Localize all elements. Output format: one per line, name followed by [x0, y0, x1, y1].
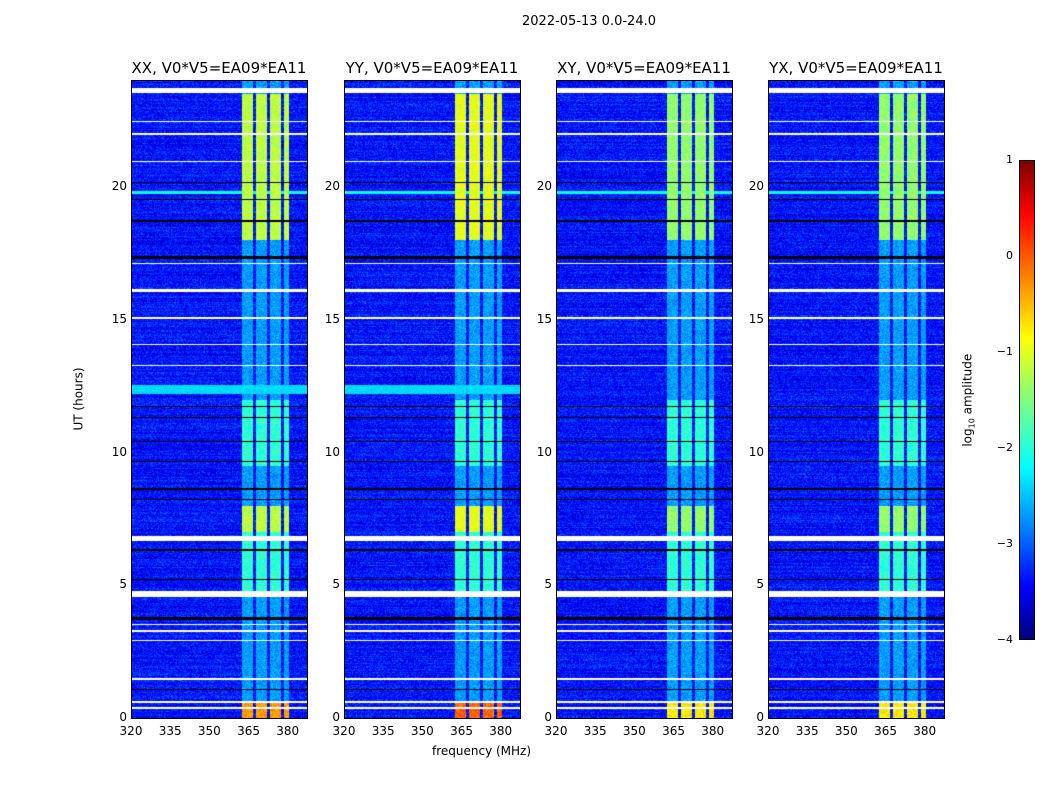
panel-title: XY, V0*V5=EA09*EA11 — [557, 59, 731, 77]
colorbar-tick-label: −2 — [996, 441, 1013, 454]
y-tick-label: 15 — [748, 311, 764, 326]
x-tick-label: 365 — [662, 724, 685, 738]
panel-title: YX, V0*V5=EA09*EA11 — [769, 59, 943, 77]
figure-title: 2022-05-13 0.0-24.0 — [522, 14, 656, 29]
y-tick-label: 15 — [324, 311, 340, 326]
waterfall-panel — [344, 80, 521, 719]
colorbar-tick-label: −4 — [996, 633, 1013, 646]
x-tick-label: 380 — [489, 724, 513, 738]
x-tick-label: 365 — [450, 724, 473, 738]
x-axis-label: frequency (MHz) — [432, 744, 532, 758]
heatmap-image — [345, 81, 520, 718]
y-tick-label: 10 — [536, 444, 552, 459]
colorbar-tick-label: −3 — [996, 537, 1013, 550]
y-tick-label: 5 — [119, 577, 127, 592]
x-tick-label: 335 — [158, 724, 182, 738]
x-tick-label: 365 — [237, 724, 260, 738]
y-tick-label: 0 — [332, 710, 340, 724]
y-axis-label: UT (hours) — [71, 367, 86, 431]
x-tick-label: 365 — [874, 724, 897, 738]
y-tick-label: 15 — [111, 311, 127, 326]
heatmap-image — [132, 81, 307, 718]
x-tick-label: 380 — [913, 724, 937, 738]
x-tick-label: 350 — [622, 724, 646, 738]
y-tick-label: 5 — [332, 577, 340, 592]
y-tick-label: 0 — [544, 710, 552, 724]
heatmap-image — [557, 81, 732, 718]
y-tick-label: 0 — [119, 710, 127, 724]
y-tick-label: 10 — [111, 444, 127, 459]
colorbar-label: log10 amplitude — [960, 353, 977, 447]
y-tick-label: 10 — [748, 444, 764, 459]
y-tick-label: 10 — [324, 444, 340, 459]
x-tick-label: 320 — [544, 724, 568, 738]
waterfall-panel — [131, 80, 308, 719]
panel-title: YY, V0*V5=EA09*EA11 — [345, 59, 519, 77]
x-tick-label: 335 — [583, 724, 607, 738]
y-tick-label: 5 — [756, 577, 764, 592]
colorbar-tick-label: 1 — [1006, 153, 1013, 166]
panel-title: XX, V0*V5=EA09*EA11 — [131, 59, 307, 77]
y-tick-label: 20 — [536, 179, 552, 194]
heatmap-image — [769, 81, 944, 718]
y-tick-label: 20 — [748, 179, 764, 194]
x-tick-label: 350 — [834, 724, 858, 738]
colorbar — [1019, 160, 1035, 640]
x-tick-label: 380 — [276, 724, 300, 738]
y-tick-label: 0 — [756, 710, 764, 724]
y-tick-label: 20 — [324, 179, 340, 194]
y-tick-label: 15 — [536, 311, 552, 326]
y-tick-label: 5 — [544, 577, 552, 592]
x-tick-label: 380 — [701, 724, 725, 738]
colorbar-tick-label: −1 — [996, 345, 1013, 358]
x-tick-label: 335 — [371, 724, 395, 738]
x-tick-label: 335 — [795, 724, 819, 738]
y-tick-label: 20 — [111, 179, 127, 194]
x-tick-label: 350 — [410, 724, 434, 738]
x-tick-label: 320 — [119, 724, 143, 738]
x-tick-label: 320 — [332, 724, 356, 738]
waterfall-panel — [768, 80, 945, 719]
x-tick-label: 350 — [197, 724, 221, 738]
x-tick-label: 320 — [756, 724, 780, 738]
colorbar-tick-label: 0 — [1006, 249, 1013, 262]
waterfall-panel — [556, 80, 733, 719]
